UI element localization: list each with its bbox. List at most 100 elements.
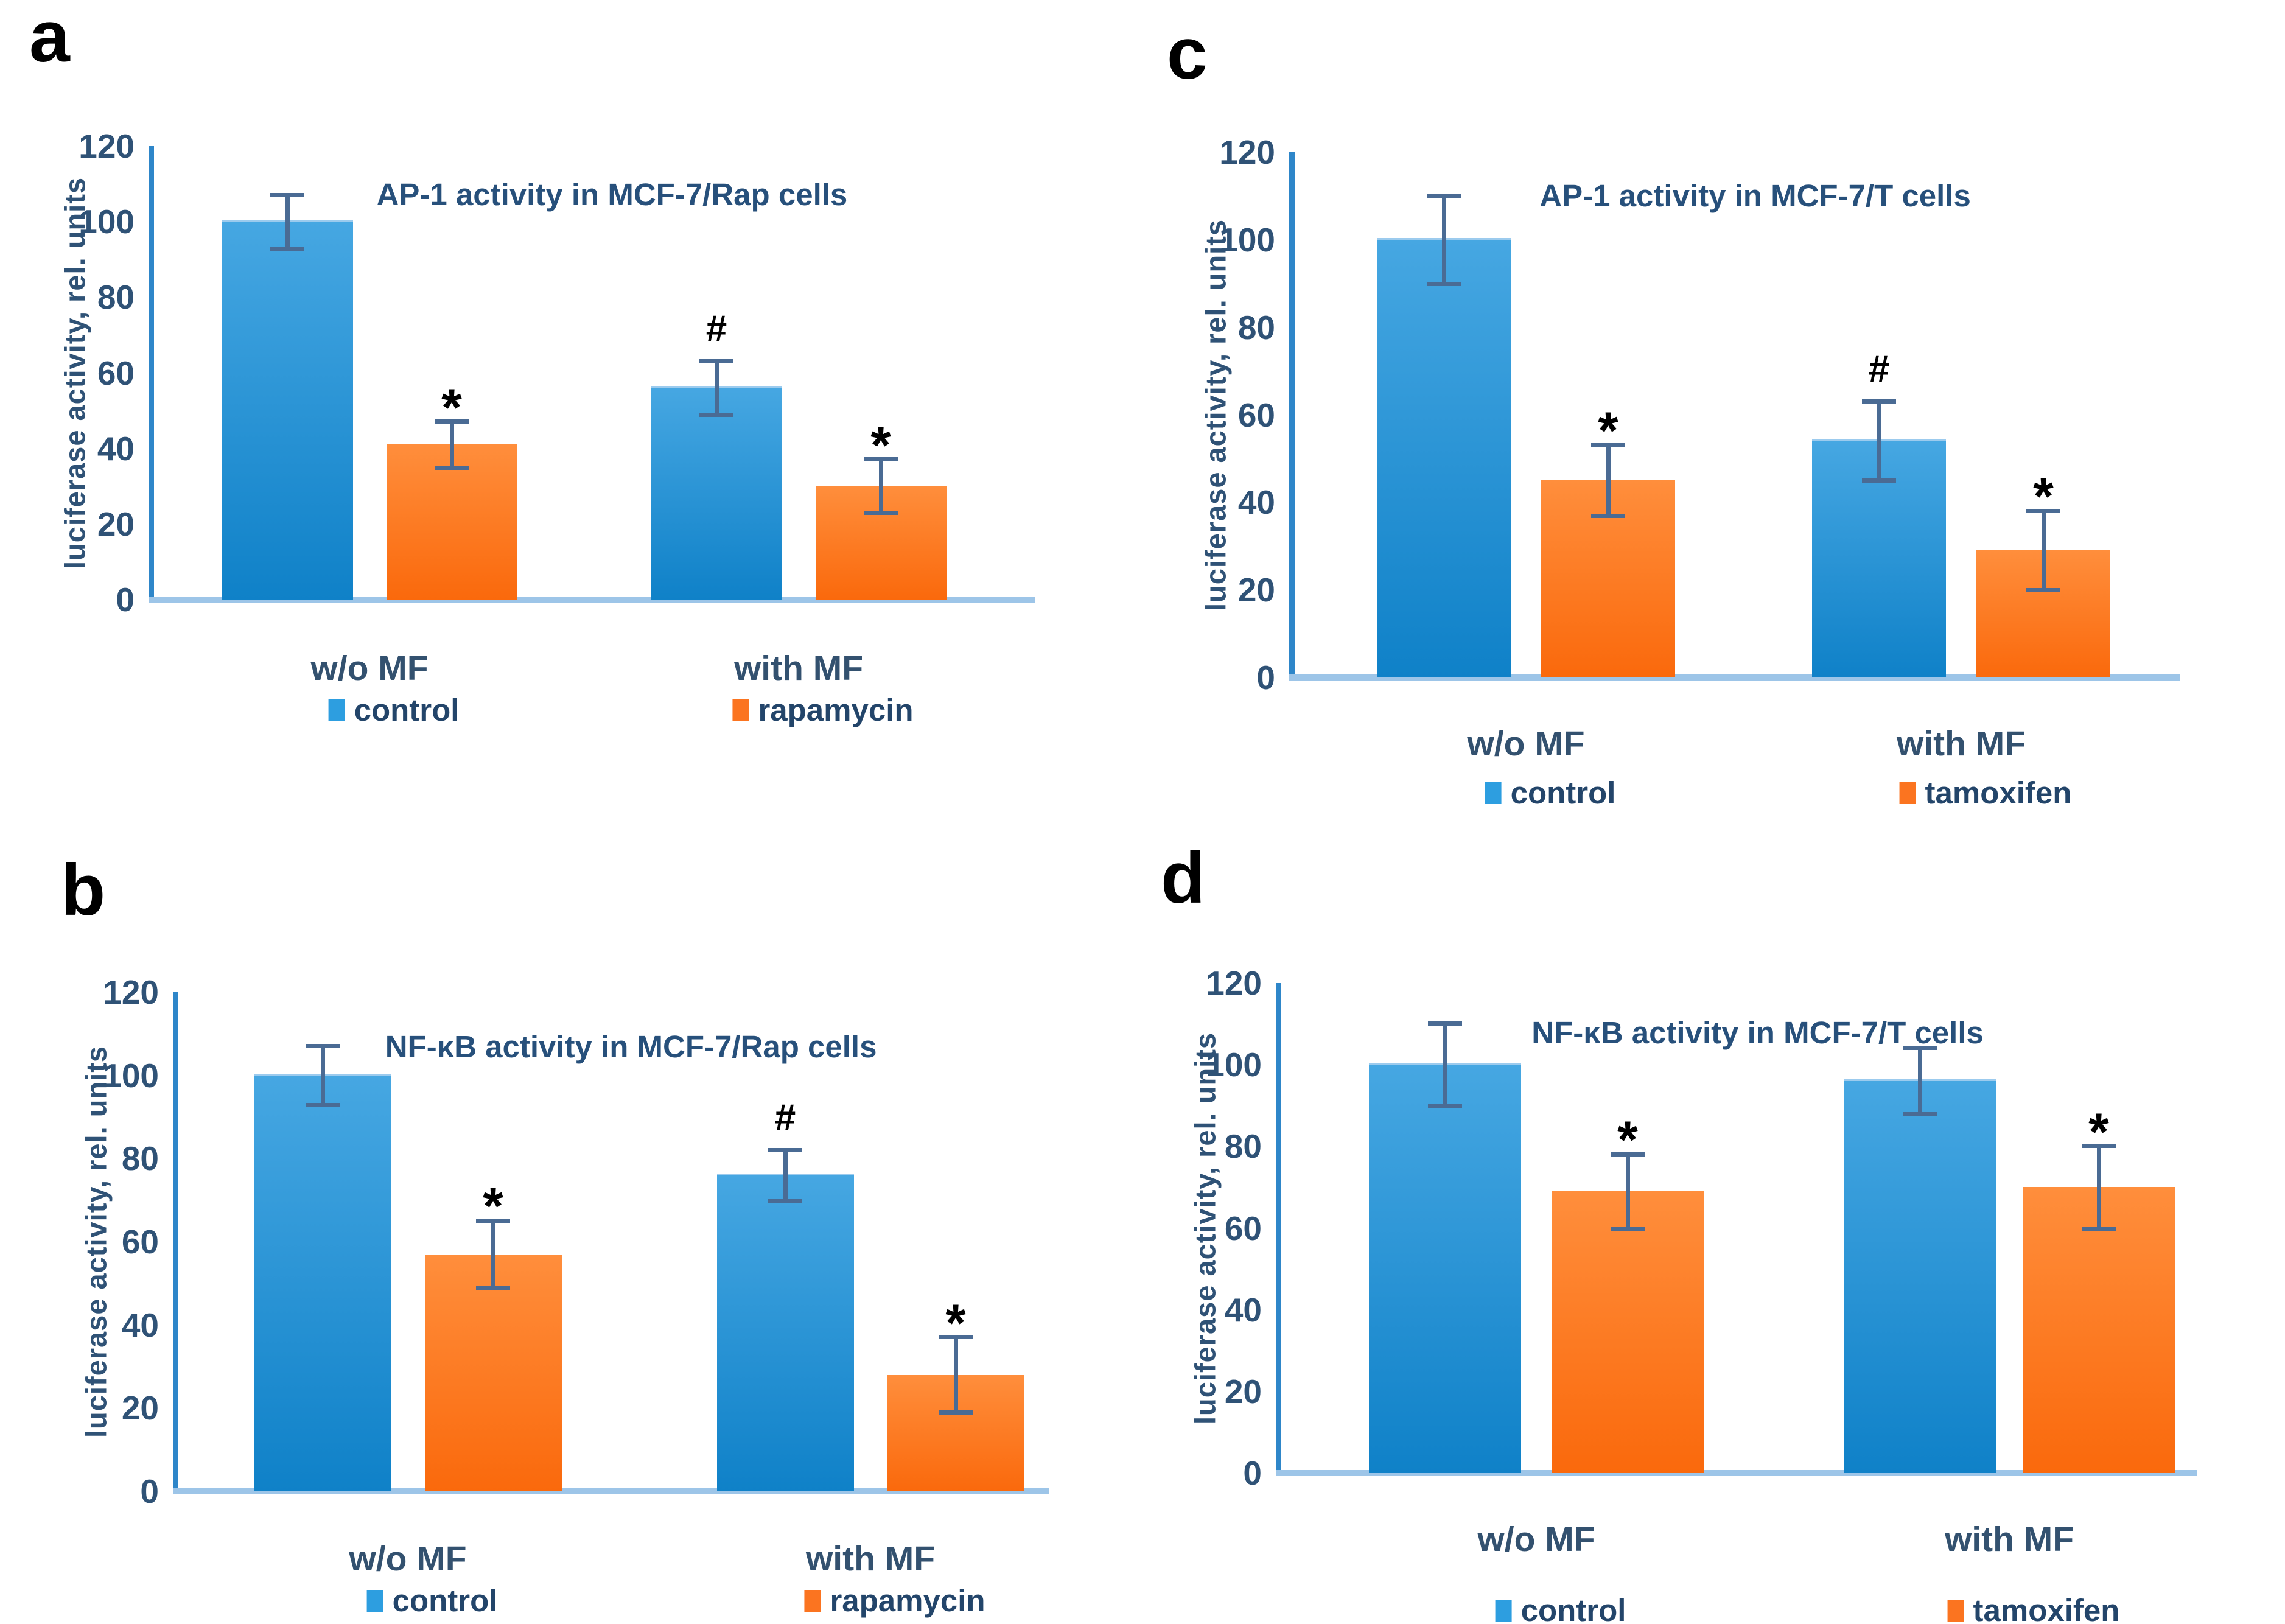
- error-bar: [285, 195, 290, 248]
- error-bar: [1606, 445, 1611, 516]
- legend-item-control: control: [366, 1583, 497, 1619]
- legend-item-control: control: [1485, 775, 1615, 811]
- error-bar-cap-top: [1427, 193, 1461, 198]
- error-bar-cap-bottom: [435, 465, 469, 470]
- legend-swatch-control: [1495, 1599, 1512, 1622]
- error-bar-cap-bottom: [1862, 478, 1896, 483]
- error-bar-cap-bottom: [699, 412, 733, 417]
- category-label: with MF: [733, 649, 864, 688]
- y-tick-label: 60: [1224, 1209, 1262, 1247]
- x-axis-line: [1276, 1470, 2197, 1476]
- error-bar: [2041, 511, 2046, 590]
- error-bar-cap-top: [306, 1043, 340, 1048]
- legend-item-tamoxifen: tamoxifen: [1947, 1592, 2120, 1624]
- legend-item-rapamycin: rapamycin: [804, 1583, 985, 1619]
- significance-star: *: [945, 1293, 966, 1353]
- y-tick-label: 80: [1237, 308, 1275, 346]
- x-axis-line: [173, 1488, 1049, 1494]
- error-bar-cap-bottom: [768, 1198, 802, 1203]
- chart-title-b: NF-κB activity in MCF-7/Rap cells: [385, 1029, 877, 1064]
- error-bar: [714, 361, 719, 415]
- legend-swatch-control: [1485, 782, 1502, 804]
- legend-label-control: control: [354, 693, 460, 727]
- panel-letter-a: a: [29, 0, 70, 77]
- significance-star: *: [870, 416, 891, 475]
- significance-star: *: [441, 378, 462, 437]
- error-bar-cap-top: [1903, 1046, 1937, 1051]
- category-label: w/o MF: [1477, 1520, 1595, 1559]
- plot-area-b: NF-κB activity in MCF-7/Rap cells lucife…: [80, 976, 1049, 1618]
- error-bar-cap-bottom: [306, 1102, 340, 1107]
- y-tick-label: 120: [1206, 964, 1262, 1002]
- y-axis-line: [173, 992, 178, 1494]
- legend-item-control: control: [328, 692, 460, 728]
- significance-hash: #: [1868, 348, 1890, 390]
- y-tick-label: 60: [1237, 396, 1275, 434]
- y-axis-line: [149, 146, 154, 602]
- bar-control-w-o-mf: [254, 1073, 391, 1491]
- y-tick-label: 40: [1237, 483, 1275, 522]
- panel-b: b NF-κB activity in MCF-7/Rap cells luci…: [0, 812, 1142, 1624]
- error-bar-cap-top: [768, 1147, 802, 1152]
- y-tick-label: 20: [97, 505, 135, 543]
- panel-letter-d: d: [1161, 837, 1206, 919]
- legend-label-rapamycin: rapamycin: [830, 1583, 985, 1618]
- error-bar: [1877, 401, 1881, 481]
- plot-area-a: AP-1 activity in MCF-7/Rap cells lucifer…: [59, 130, 1035, 727]
- chart-title-c: AP-1 activity in MCF-7/T cells: [1539, 178, 1971, 213]
- y-tick-label: 80: [121, 1139, 159, 1178]
- x-axis-line: [149, 597, 1035, 603]
- bar-rapamycin-w-o-mf: [424, 1254, 562, 1491]
- error-bar-cap-bottom: [939, 1410, 973, 1415]
- legend-label-control: control: [1520, 1593, 1626, 1624]
- legend-swatch-control: [366, 1589, 383, 1612]
- error-bar-cap-bottom: [2082, 1226, 2116, 1231]
- error-bar-cap-top: [435, 419, 469, 424]
- y-tick-label: 60: [97, 354, 135, 392]
- error-bar-cap-top: [1611, 1152, 1645, 1157]
- y-axis-line: [1289, 152, 1295, 680]
- chart-title-d: NF-κB activity in MCF-7/T cells: [1531, 1015, 1984, 1050]
- error-bar-cap-bottom: [1903, 1111, 1937, 1116]
- error-bar-cap-bottom: [1428, 1104, 1462, 1108]
- y-tick-label: 20: [1224, 1372, 1262, 1410]
- error-bar-cap-bottom: [1591, 513, 1625, 518]
- error-bar-cap-top: [1862, 399, 1896, 404]
- panel-c: c AP-1 activity in MCF-7/T cells lucifer…: [1142, 0, 2285, 812]
- significance-hash: #: [774, 1096, 796, 1139]
- y-tick-label: 0: [1243, 1454, 1262, 1492]
- y-tick-label: 40: [121, 1306, 159, 1344]
- significance-hash: #: [705, 307, 727, 350]
- y-tick-label: 0: [116, 581, 135, 618]
- legend-label-tamoxifen: tamoxifen: [1973, 1593, 2120, 1624]
- y-tick-label: 100: [103, 1056, 159, 1094]
- panel-letter-b: b: [61, 849, 106, 931]
- bar-control-w-o-mf: [222, 220, 353, 600]
- bar-control-w-o-mf: [1377, 237, 1511, 677]
- category-label: w/o MF: [349, 1539, 467, 1578]
- plot-area-c: AP-1 activity in MCF-7/T cells luciferas…: [1200, 136, 2180, 810]
- significance-star: *: [2033, 467, 2054, 527]
- y-tick-label: 0: [1256, 659, 1275, 696]
- legend-label-tamoxifen: tamoxifen: [1925, 775, 2072, 810]
- error-bar-cap-top: [699, 359, 733, 363]
- error-bar: [491, 1220, 495, 1288]
- y-tick-label: 100: [1206, 1046, 1262, 1084]
- y-tick-label: 80: [97, 278, 135, 317]
- legend-swatch-rapamycin: [804, 1589, 821, 1612]
- error-bar-cap-top: [1428, 1021, 1462, 1026]
- legend-item-control: control: [1495, 1592, 1626, 1624]
- error-bar: [1917, 1048, 1922, 1114]
- y-tick-label: 20: [121, 1389, 159, 1427]
- category-label: with MF: [1944, 1520, 2074, 1559]
- y-tick-label: 0: [140, 1472, 159, 1510]
- error-bar: [1625, 1154, 1630, 1228]
- category-label: with MF: [805, 1539, 936, 1578]
- error-bar-cap-bottom: [864, 511, 898, 516]
- legend-item-rapamycin: rapamycin: [732, 692, 914, 728]
- panel-d: d NF-κB activity in MCF-7/T cells lucife…: [1142, 812, 2285, 1624]
- bar-tamoxifen-with-mf: [2023, 1187, 2175, 1473]
- y-axis-line: [1276, 983, 1281, 1475]
- error-bar-cap-bottom: [270, 246, 304, 251]
